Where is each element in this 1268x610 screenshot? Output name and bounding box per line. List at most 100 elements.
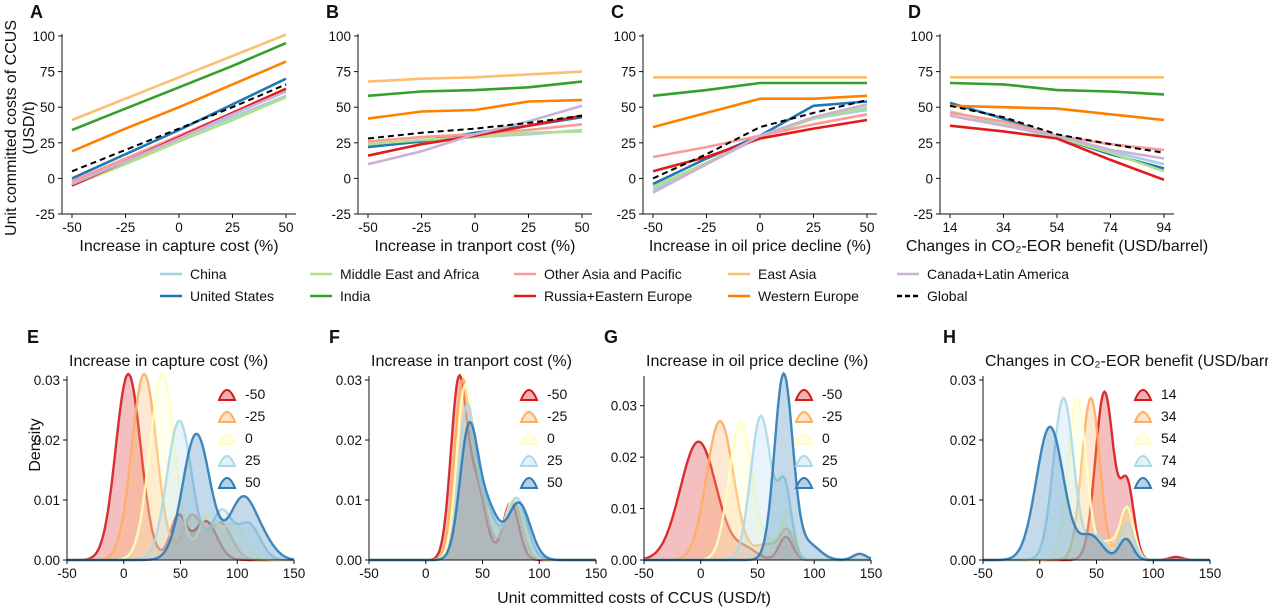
legend-item: Other Asia and Pacific (514, 266, 682, 282)
series-line-india (71, 41, 287, 132)
x-tick-label: 100 (803, 566, 826, 581)
density-legend-swatch (519, 411, 539, 423)
y-tick-label: 0.03 (950, 373, 976, 388)
density-legend-label: -50 (245, 386, 265, 402)
legend-label: East Asia (758, 266, 817, 282)
series-line-canada-latin-america (652, 103, 868, 194)
y-tick-label: 0 (343, 171, 351, 186)
legend-item: United States (160, 288, 274, 304)
x-tick-label: 50 (1089, 566, 1104, 581)
x-tick-label: 25 (225, 220, 240, 235)
y-tick-label: 25 (621, 136, 636, 151)
x-axis-label: Changes in CO₂-EOR benefit (USD/barrel) (906, 238, 1208, 255)
x-tick-label: 100 (528, 566, 551, 581)
x-tick-label: 150 (1199, 566, 1222, 581)
density-legend-item: -50 (217, 386, 265, 402)
panel-b: B -25 0 25 50 75 100 -50 -25 0 25 50 Increase in tra… (326, 2, 592, 255)
density-legend-label: 50 (245, 474, 261, 490)
x-tick-label: 100 (226, 566, 249, 581)
x-axis-label: Increase in capture cost (%) (79, 238, 278, 255)
panel-title: Increase in oil price decline (%) (646, 353, 868, 370)
x-tick-label: -25 (697, 220, 717, 235)
density-legend-swatch (217, 411, 237, 423)
y-tick-label: -25 (331, 207, 351, 222)
series-line-other-asia-and-pacific (949, 111, 1165, 152)
legend: China United States Middle East and Africa… (160, 266, 1069, 304)
legend-label: Canada+Latin America (927, 266, 1069, 282)
series-line-india (367, 80, 583, 98)
x-tick-label: 50 (278, 220, 293, 235)
density-legend-swatch (1133, 411, 1153, 423)
y-tick-label: -25 (616, 207, 636, 222)
y-tick-label: 0.01 (34, 493, 60, 508)
x-tick-label: -50 (358, 220, 378, 235)
series-line-india (949, 81, 1165, 96)
density-area-0 (67, 374, 294, 560)
panel-letter: C (611, 2, 624, 22)
x-tick-label: 14 (942, 220, 958, 235)
density-legend-item: 50 (217, 474, 261, 490)
x-tick-label: -25 (116, 220, 136, 235)
density-legend-swatch (1133, 455, 1153, 467)
x-tick-label: -25 (412, 220, 432, 235)
density-legend-label: 34 (1161, 408, 1177, 424)
density-legend-swatch (519, 477, 539, 489)
y-tick-label: 0.02 (611, 450, 637, 465)
density-legend-swatch (1133, 389, 1153, 401)
x-tick-label: 25 (521, 220, 536, 235)
density-legend-label: -25 (822, 408, 842, 424)
legend-label: Middle East and Africa (340, 266, 480, 282)
x-tick-label: -50 (634, 566, 654, 581)
series-line-canada-latin-america (367, 104, 583, 166)
series-line-western-europe (71, 60, 287, 153)
density-legend-swatch (794, 455, 814, 467)
x-tick-label: -50 (643, 220, 663, 235)
density-area-0 (644, 421, 871, 560)
density-legend-item: 0 (217, 430, 253, 446)
x-tick-label: 50 (173, 566, 188, 581)
y-tick-label: 75 (621, 65, 636, 80)
density-legend-label: 0 (822, 430, 830, 446)
y-tick-label: 0.00 (34, 553, 60, 568)
x-tick-label: 0 (120, 566, 128, 581)
series-line-east-asia (367, 70, 583, 83)
series-line-western-europe (949, 104, 1165, 122)
density-legend-item: 25 (519, 452, 563, 468)
y-tick-label: 25 (40, 136, 55, 151)
shared-ylabel-top: Unit committed costs of CCUS (3, 20, 20, 236)
density-legend-label: -25 (547, 408, 567, 424)
legend-item: Western Europe (728, 288, 859, 304)
legend-label: Global (927, 288, 967, 304)
density-legend-swatch (794, 433, 814, 445)
density-legend-item: 0 (519, 430, 555, 446)
density-legend-item: 34 (1133, 408, 1177, 424)
legend-label: Other Asia and Pacific (544, 266, 682, 282)
legend-label: India (340, 288, 371, 304)
y-tick-label: 0.03 (611, 399, 637, 414)
y-tick-label: 25 (336, 136, 351, 151)
y-tick-label: 100 (613, 29, 636, 44)
y-tick-label: 100 (910, 29, 933, 44)
shared-xlabel-bottom: Unit committed costs of CCUS (USD/t) (497, 590, 771, 607)
density-legend-item: -25 (519, 408, 567, 424)
density-legend-item: 94 (1133, 474, 1177, 490)
series-line-russia-eastern-europe (949, 124, 1165, 182)
y-tick-label: 0 (925, 171, 933, 186)
density-legend-item: 25 (794, 452, 838, 468)
x-tick-label: 0 (175, 220, 183, 235)
x-tick-label: 74 (1103, 220, 1119, 235)
legend-item: Canada+Latin America (897, 266, 1069, 282)
density-legend-label: -25 (245, 408, 265, 424)
panel-letter: G (604, 327, 618, 347)
density-legend-swatch (1133, 433, 1153, 445)
density-legend-label: 25 (822, 452, 838, 468)
panel-e: E Increase in capture cost (%) 0.00 0.01 0.0… (27, 327, 305, 581)
shared-ylabel-top-unit: (USD/t) (21, 101, 38, 154)
y-tick-label: 0 (628, 171, 636, 186)
series-line-east-asia (71, 33, 287, 122)
y-tick-label: 0.01 (950, 493, 976, 508)
density-legend-swatch (519, 389, 539, 401)
y-tick-label: 0.02 (950, 433, 976, 448)
x-tick-label: 50 (859, 220, 874, 235)
